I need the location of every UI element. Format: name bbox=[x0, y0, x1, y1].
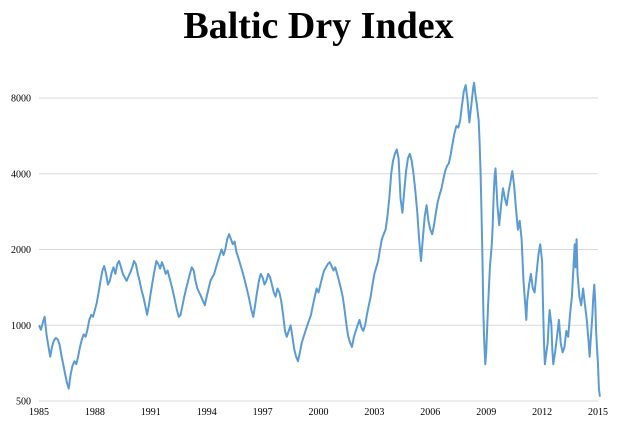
x-tick-label: 1994 bbox=[197, 407, 217, 418]
x-tick-label: 2012 bbox=[532, 407, 552, 418]
x-tick-label: 2015 bbox=[588, 407, 608, 418]
x-tick-label: 1991 bbox=[141, 407, 161, 418]
series-group bbox=[38, 81, 601, 397]
x-axis: 1985 1988 1991 1994 1997 2000 2003 2006 2009 2012… bbox=[29, 400, 608, 418]
x-tick-label: 1997 bbox=[253, 407, 273, 418]
y-tick-label: 4000 bbox=[11, 169, 31, 180]
x-tick-label: 2006 bbox=[420, 407, 440, 418]
y-tick-label: 2000 bbox=[11, 245, 31, 256]
y-tick-label: 8000 bbox=[11, 94, 31, 105]
chart-title: Baltic Dry Index bbox=[183, 5, 454, 47]
y-tick-label: 1000 bbox=[11, 321, 31, 332]
series-line-0 bbox=[38, 81, 601, 397]
grid-lines bbox=[39, 97, 598, 326]
y-tick-label: 500 bbox=[16, 397, 31, 408]
x-tick-label: 1988 bbox=[85, 407, 105, 418]
x-tick-label: 2009 bbox=[476, 407, 496, 418]
x-tick-label: 2000 bbox=[309, 407, 329, 418]
x-tick-label: 1985 bbox=[29, 407, 49, 418]
y-axis: 500 1000 2000 4000 8000 bbox=[11, 94, 31, 408]
x-tick-label: 2003 bbox=[364, 407, 384, 418]
